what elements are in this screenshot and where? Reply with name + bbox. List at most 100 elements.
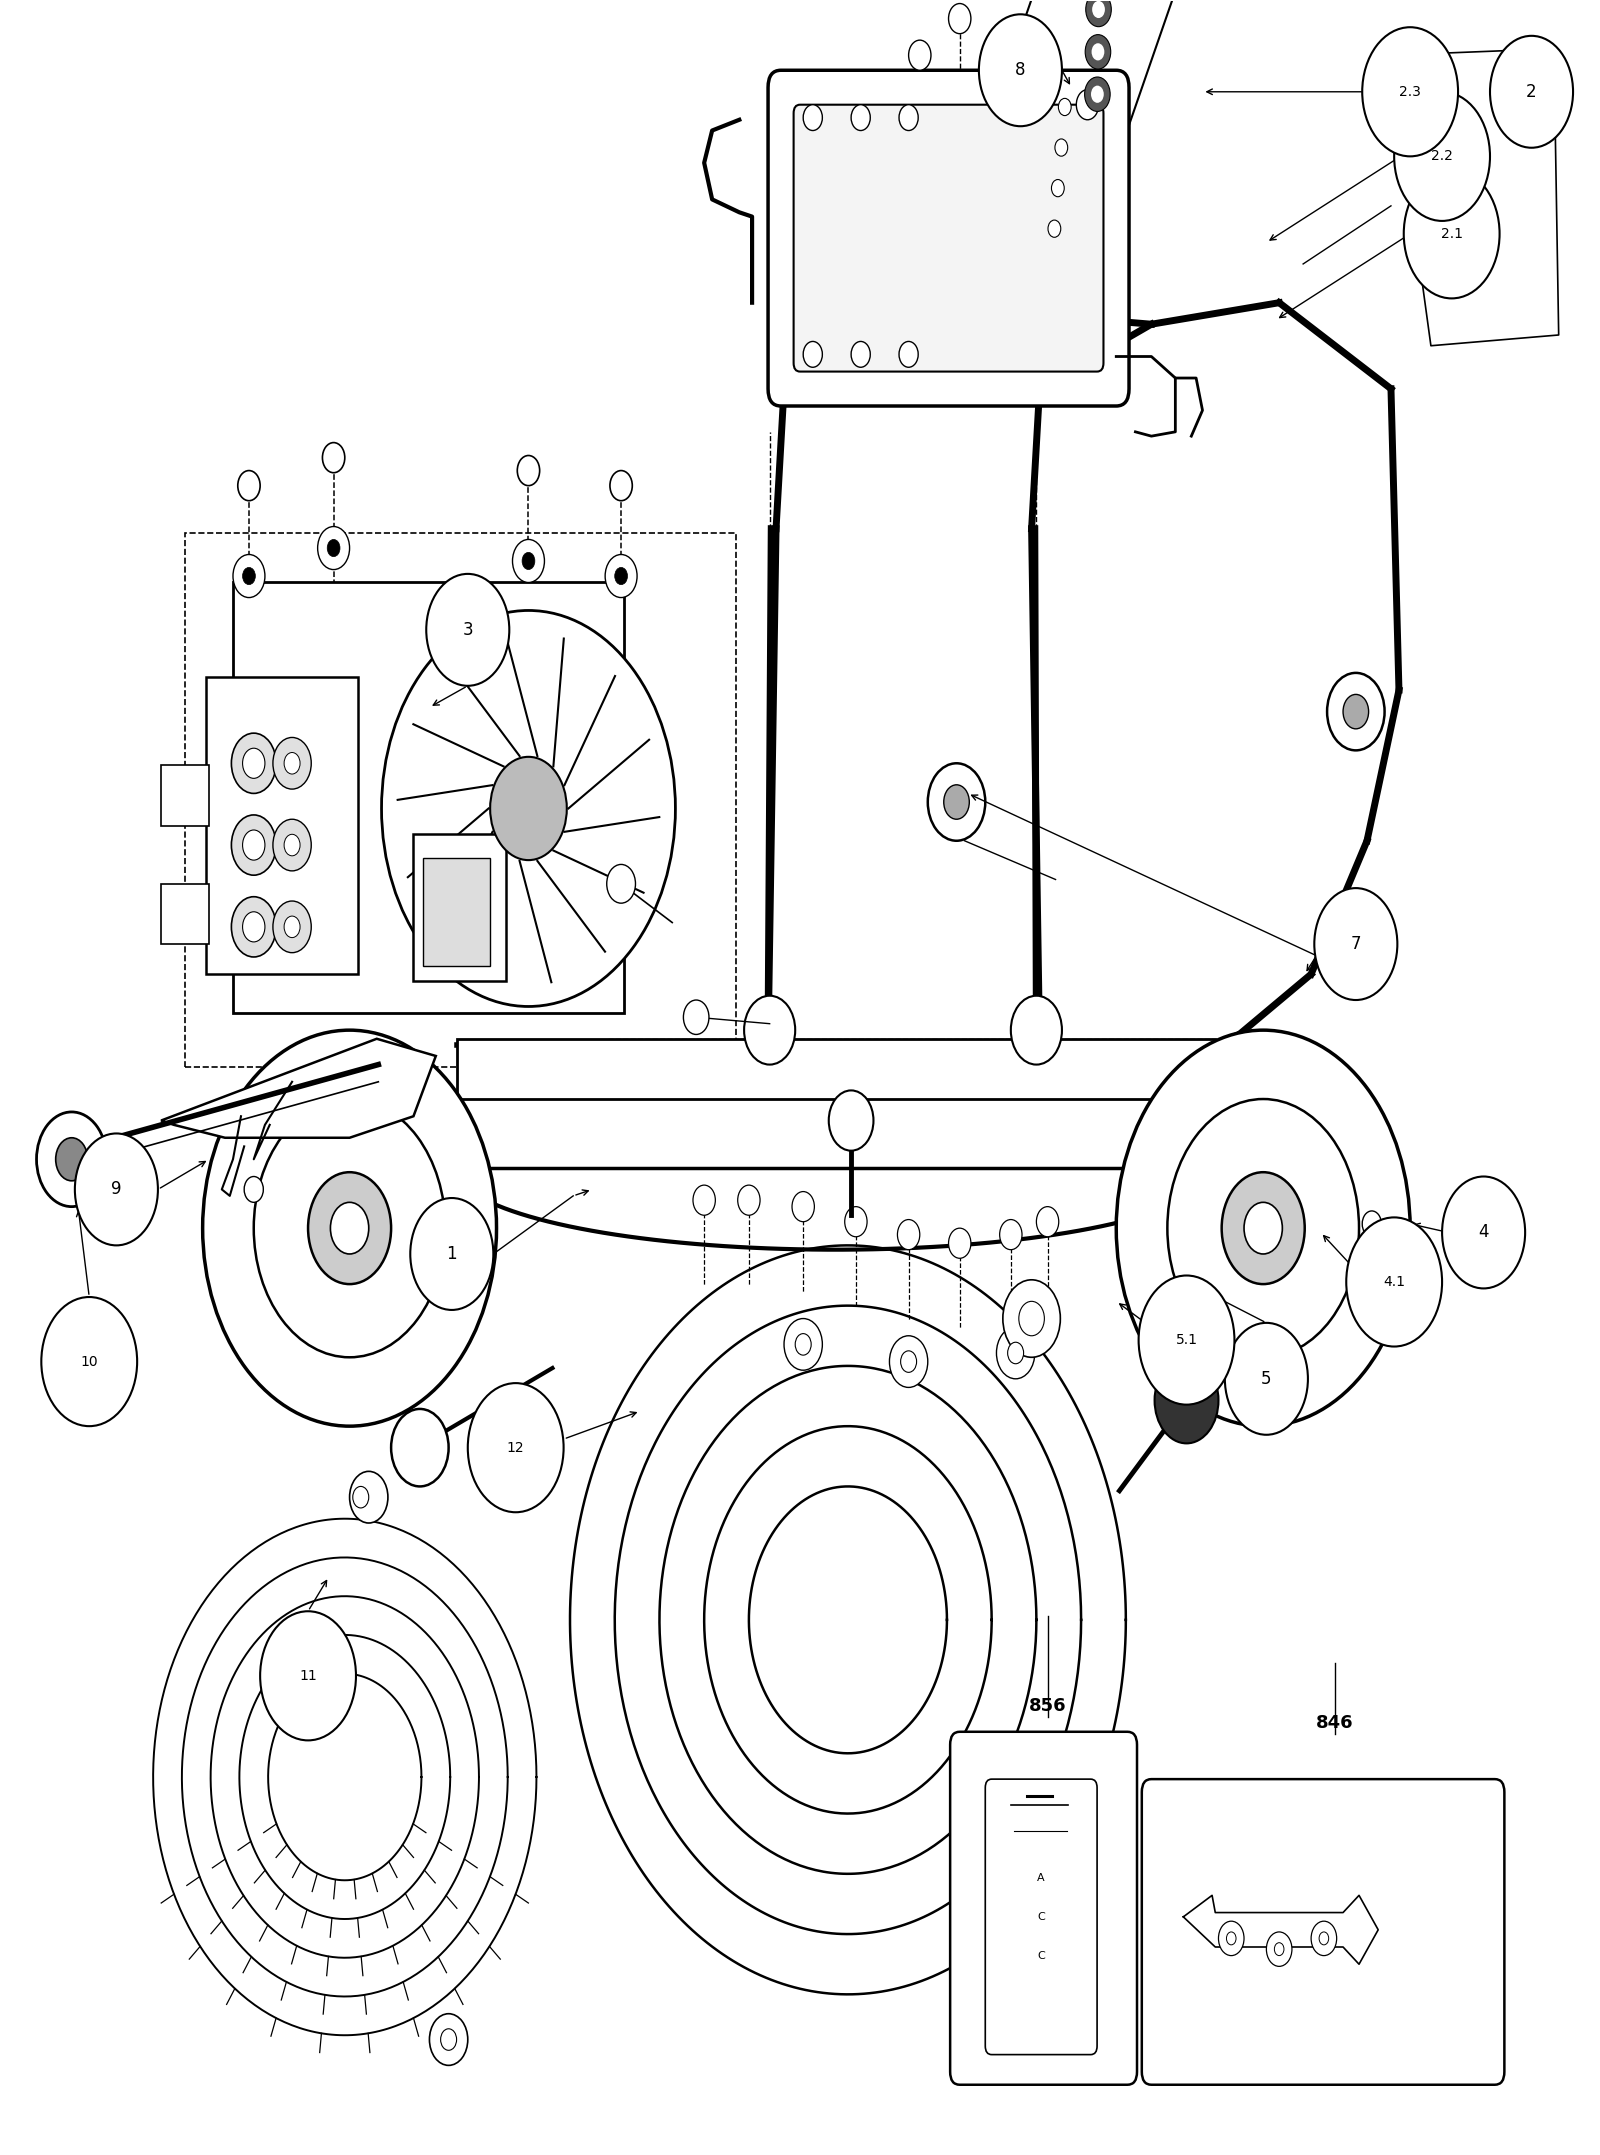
Circle shape: [440, 2028, 456, 2049]
Bar: [234, 582, 624, 1013]
Circle shape: [1051, 179, 1064, 196]
Circle shape: [517, 455, 539, 485]
Bar: [413, 834, 506, 981]
Circle shape: [784, 1319, 822, 1371]
Circle shape: [328, 539, 339, 556]
Circle shape: [1139, 1276, 1235, 1405]
Text: 7: 7: [1350, 935, 1362, 953]
Circle shape: [56, 1138, 88, 1181]
Circle shape: [606, 864, 635, 903]
Circle shape: [1048, 220, 1061, 237]
Text: 1: 1: [446, 1246, 458, 1263]
Circle shape: [994, 41, 1016, 71]
Circle shape: [331, 1202, 368, 1254]
Circle shape: [1310, 1920, 1336, 1955]
Circle shape: [245, 1177, 264, 1202]
Circle shape: [1003, 1280, 1061, 1358]
Circle shape: [1117, 1030, 1410, 1427]
Text: 846: 846: [1317, 1713, 1354, 1733]
Circle shape: [522, 552, 534, 569]
Circle shape: [605, 554, 637, 597]
Bar: [456, 1039, 1216, 1099]
Circle shape: [426, 573, 509, 685]
Circle shape: [1155, 1358, 1219, 1444]
Circle shape: [1085, 34, 1110, 69]
Circle shape: [1019, 1302, 1045, 1336]
Circle shape: [243, 748, 266, 778]
Circle shape: [254, 1099, 445, 1358]
Circle shape: [285, 752, 301, 774]
Text: 2.2: 2.2: [1430, 149, 1453, 164]
Circle shape: [1011, 996, 1062, 1065]
Text: 12: 12: [507, 1442, 525, 1455]
Circle shape: [1037, 1207, 1059, 1237]
Text: A: A: [1037, 1873, 1045, 1883]
Circle shape: [243, 912, 266, 942]
Circle shape: [1346, 1218, 1442, 1347]
Circle shape: [75, 1134, 158, 1246]
Circle shape: [899, 340, 918, 366]
Text: 8: 8: [1014, 60, 1026, 80]
Circle shape: [390, 1409, 448, 1487]
Circle shape: [792, 1192, 814, 1222]
Bar: [162, 884, 210, 944]
Circle shape: [1091, 86, 1104, 103]
Circle shape: [979, 15, 1062, 127]
Circle shape: [1342, 694, 1368, 728]
Circle shape: [1054, 138, 1067, 155]
Circle shape: [909, 41, 931, 71]
Circle shape: [352, 1487, 368, 1508]
Text: C: C: [1037, 1911, 1045, 1922]
Circle shape: [944, 784, 970, 819]
Circle shape: [1093, 0, 1106, 17]
Circle shape: [1091, 43, 1104, 60]
Circle shape: [744, 996, 795, 1065]
Text: 9: 9: [110, 1181, 122, 1198]
Circle shape: [693, 1185, 715, 1215]
Circle shape: [381, 610, 675, 1006]
Bar: [970, 0, 1173, 250]
Circle shape: [243, 567, 256, 584]
Circle shape: [232, 896, 277, 957]
Circle shape: [467, 1384, 563, 1513]
Circle shape: [1326, 672, 1384, 750]
Circle shape: [851, 106, 870, 131]
FancyBboxPatch shape: [794, 106, 1104, 371]
Circle shape: [1266, 1931, 1291, 1965]
Circle shape: [1168, 1099, 1358, 1358]
Circle shape: [318, 526, 349, 569]
Circle shape: [1008, 1343, 1024, 1364]
Text: 2: 2: [1526, 82, 1538, 101]
Circle shape: [232, 733, 277, 793]
Text: 4.1: 4.1: [1382, 1276, 1405, 1289]
Bar: [422, 858, 490, 965]
Text: 10: 10: [80, 1355, 98, 1368]
Circle shape: [901, 1351, 917, 1373]
Circle shape: [738, 1185, 760, 1215]
Circle shape: [274, 737, 312, 789]
Circle shape: [512, 539, 544, 582]
Circle shape: [1226, 1323, 1307, 1435]
Circle shape: [1058, 99, 1070, 116]
Circle shape: [1085, 78, 1110, 112]
Circle shape: [949, 4, 971, 34]
FancyBboxPatch shape: [1142, 1780, 1504, 2084]
Circle shape: [37, 1112, 107, 1207]
Bar: [206, 677, 357, 974]
Circle shape: [261, 1612, 355, 1741]
Circle shape: [410, 1198, 493, 1310]
Circle shape: [1000, 1220, 1022, 1250]
Text: 5.1: 5.1: [1176, 1334, 1197, 1347]
Circle shape: [803, 340, 822, 366]
Circle shape: [1362, 1211, 1381, 1237]
Circle shape: [1222, 1172, 1304, 1284]
Circle shape: [42, 1297, 138, 1427]
Circle shape: [1362, 28, 1458, 157]
Circle shape: [203, 1030, 496, 1427]
Circle shape: [234, 554, 266, 597]
Circle shape: [795, 1334, 811, 1355]
Circle shape: [614, 567, 627, 584]
Bar: [162, 765, 210, 825]
Circle shape: [274, 901, 312, 953]
Circle shape: [285, 834, 301, 856]
